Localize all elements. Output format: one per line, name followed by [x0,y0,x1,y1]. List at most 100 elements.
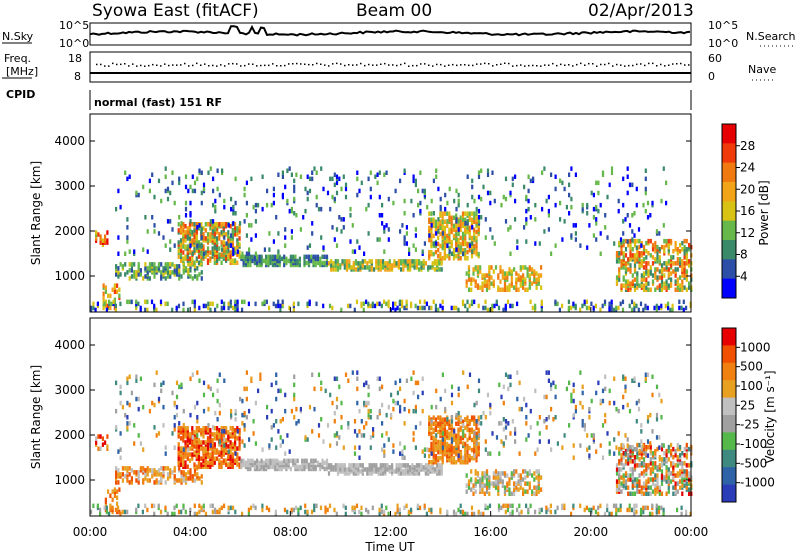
heatmap-cell [369,445,372,450]
heatmap-cell [249,262,252,268]
heatmap-cell [275,380,278,386]
heatmap-cell [457,227,460,232]
heatmap-cell [656,251,659,256]
heatmap-cell [626,166,629,171]
nave-dot [420,63,422,65]
heatmap-cell [175,478,179,483]
heatmap-cell [317,423,321,428]
heatmap-cell [446,221,449,227]
heatmap-cell [475,431,478,437]
heatmap-cell [196,419,199,424]
heatmap-cell [213,460,216,465]
heatmap-cell [500,505,503,511]
heatmap-cell [516,301,519,307]
nave-dot [104,65,106,67]
heatmap-cell [497,485,500,490]
heatmap-cell [647,485,650,490]
heatmap-cell [349,206,352,212]
heatmap-cell [572,382,575,388]
heatmap-cell [213,250,216,255]
nave-dot [384,62,386,65]
heatmap-cell [116,501,119,507]
heatmap-cell [150,299,154,305]
heatmap-cell [428,237,431,243]
heatmap-cell [320,166,323,171]
heatmap-cell [535,285,538,290]
heatmap-cell [286,433,289,438]
heatmap-cell [439,439,442,445]
heatmap-cell [430,217,433,222]
heatmap-cell [640,471,643,476]
heatmap-cell [421,376,424,381]
heatmap-cell [356,239,359,244]
heatmap-cell [308,176,312,182]
heatmap-cell [561,180,564,186]
heatmap-cell [109,305,112,311]
heatmap-cell [645,491,648,496]
heatmap-cell [191,260,194,265]
heatmap-cell [473,402,476,408]
heatmap-cell [403,168,406,173]
heatmap-cell [130,262,133,267]
heatmap-cell [450,419,454,424]
heatmap-cell [384,463,387,468]
heatmap-cell [464,251,467,257]
heatmap-cell [450,239,453,245]
heatmap-cell [116,283,119,288]
heatmap-cell [481,471,484,476]
heatmap-cell [528,283,531,288]
heatmap-cell [146,470,149,475]
heatmap-cell [420,463,423,468]
heatmap-cell [256,254,259,260]
heatmap-cell [510,281,513,286]
heatmap-cell [567,305,570,311]
heatmap-cell [177,240,180,245]
heatmap-cell [211,246,214,251]
heatmap-cell [408,408,411,414]
heatmap-cell [218,507,221,513]
heatmap-cell [173,466,176,471]
heatmap-cell [284,184,287,190]
heatmap-cell [403,235,406,240]
heatmap-cell [608,305,611,311]
heatmap-cell [471,184,474,190]
heatmap-cell [157,262,161,267]
nave-dot [172,64,174,66]
heatmap-cell [482,184,485,190]
heatmap-cell [232,229,235,234]
heatmap-cell [294,254,297,260]
heatmap-cell [622,463,625,468]
heatmap-cell [99,234,102,239]
heatmap-cell [470,217,474,222]
heatmap-cell [381,202,384,208]
nave-dot [120,63,122,66]
heatmap-cell [155,307,158,313]
heatmap-cell [547,378,550,383]
heatmap-cell [620,467,623,472]
heatmap-cell [455,213,458,218]
heatmap-cell [378,376,381,381]
heatmap-cell [588,507,591,513]
heatmap-cell [630,507,634,513]
heatmap-cell [572,503,575,509]
heatmap-cell [646,305,649,311]
heatmap-cell [130,476,133,481]
nave-dot [628,64,630,67]
heatmap-cell [173,423,176,428]
heatmap-cell [236,299,239,305]
heatmap-cell [683,446,686,452]
heatmap-cell [115,380,118,386]
heatmap-cell [313,166,316,171]
heatmap-cell [104,440,107,445]
heatmap-cell [674,448,677,454]
heatmap-cell [455,421,458,426]
heatmap-cell [193,478,197,483]
heatmap-cell [540,265,543,270]
heatmap-cell [540,507,543,513]
heatmap-cell [563,186,566,192]
heatmap-cell [470,415,474,420]
heatmap-cell [683,269,686,274]
heatmap-cell [186,244,189,249]
heatmap-cell [410,198,413,204]
nave-dot [236,63,238,65]
